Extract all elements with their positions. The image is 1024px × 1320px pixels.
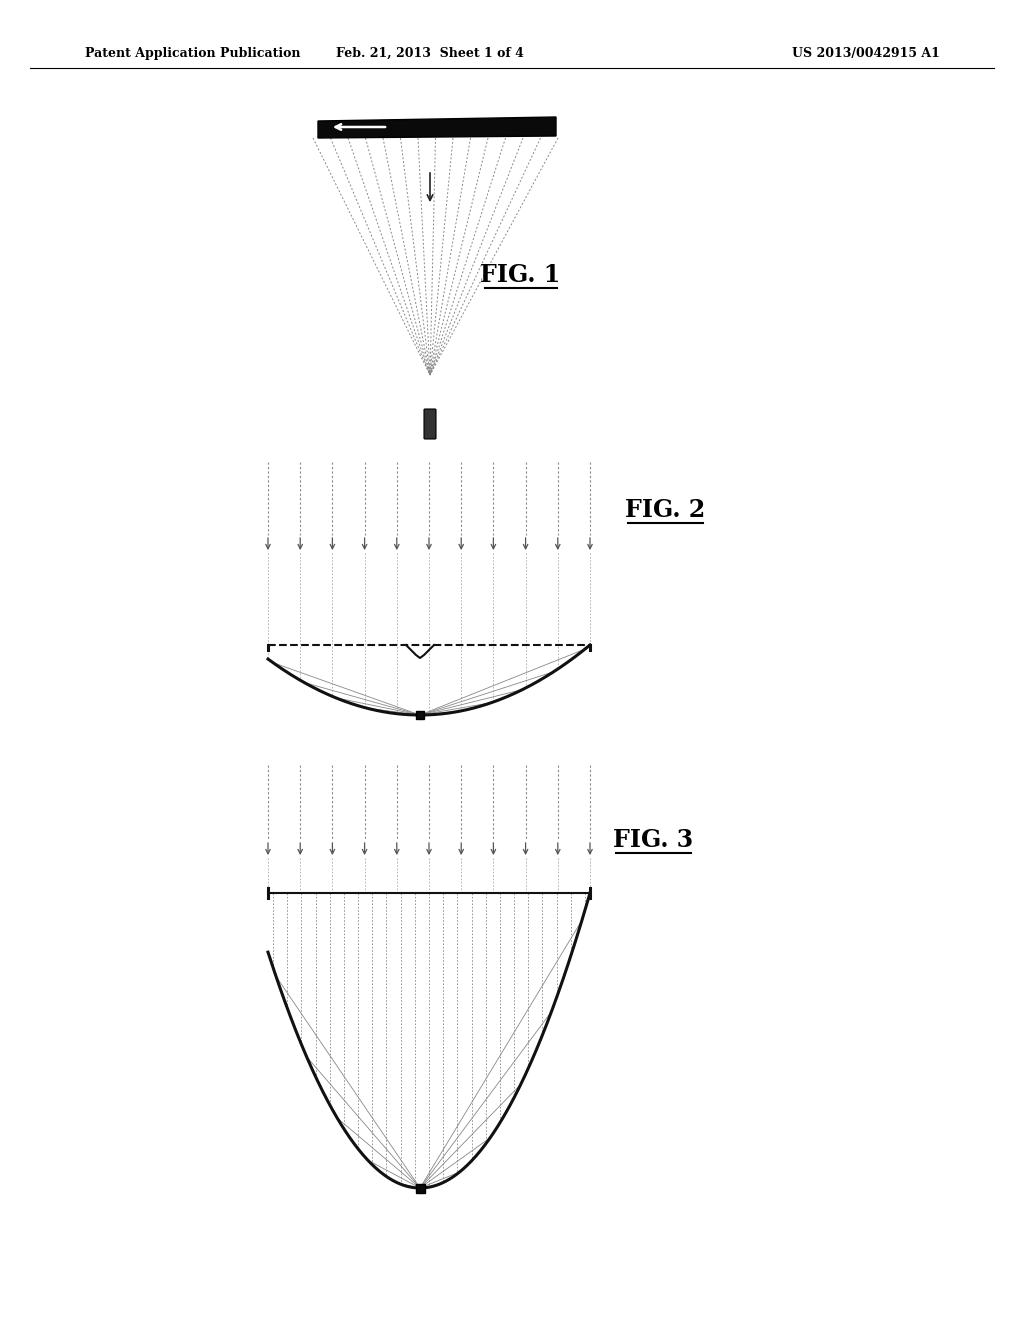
- Text: US 2013/0042915 A1: US 2013/0042915 A1: [793, 46, 940, 59]
- Text: FIG. 3: FIG. 3: [613, 828, 693, 851]
- Bar: [416, 711, 424, 719]
- Text: FIG. 1: FIG. 1: [480, 263, 560, 286]
- FancyBboxPatch shape: [424, 409, 436, 440]
- Text: Feb. 21, 2013  Sheet 1 of 4: Feb. 21, 2013 Sheet 1 of 4: [336, 46, 524, 59]
- Text: Patent Application Publication: Patent Application Publication: [85, 46, 300, 59]
- Text: FIG. 2: FIG. 2: [625, 498, 706, 521]
- Polygon shape: [318, 117, 556, 139]
- Bar: [416, 1184, 425, 1193]
